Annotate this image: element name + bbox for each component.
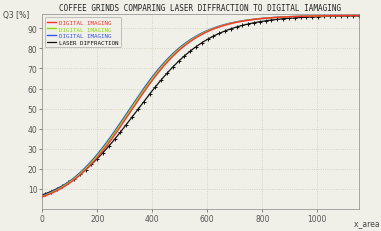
- DIGITAL IMAGING: [280, 17, 285, 19]
- DIGITAL IMAGING: [59, 185, 64, 188]
- Title: COFFEE GRINDS COMPARING LASER DIFFRACTION TO DIGITAL IAMAGING: COFFEE GRINDS COMPARING LASER DIFFRACTIO…: [59, 4, 341, 13]
- DIGITAL IMAGING: [280, 17, 285, 19]
- X-axis label: x_area [μm]: x_area [μm]: [354, 219, 381, 228]
- DIGITAL IMAGING: [280, 16, 285, 19]
- DIGITAL IMAGING: [40, 196, 45, 198]
- Line: DIGITAL IMAGING: DIGITAL IMAGING: [42, 16, 359, 197]
- DIGITAL IMAGING: [242, 20, 246, 23]
- LASER DIFFRACTION: [232, 27, 237, 30]
- Y-axis label: Q3 [%]: Q3 [%]: [3, 11, 30, 20]
- DIGITAL IMAGING: [224, 24, 228, 27]
- LASER DIFFRACTION: [59, 185, 64, 188]
- DIGITAL IMAGING: [40, 195, 45, 198]
- DIGITAL IMAGING: [40, 195, 45, 198]
- DIGITAL IMAGING: [59, 187, 64, 190]
- DIGITAL IMAGING: [224, 24, 228, 26]
- Line: LASER DIFFRACTION: LASER DIFFRACTION: [42, 17, 359, 195]
- DIGITAL IMAGING: [356, 15, 361, 18]
- DIGITAL IMAGING: [232, 22, 237, 25]
- Line: DIGITAL IMAGING: DIGITAL IMAGING: [42, 16, 359, 197]
- DIGITAL IMAGING: [232, 22, 237, 25]
- DIGITAL IMAGING: [242, 20, 246, 23]
- DIGITAL IMAGING: [312, 15, 317, 18]
- DIGITAL IMAGING: [356, 15, 361, 18]
- DIGITAL IMAGING: [312, 15, 317, 18]
- LASER DIFFRACTION: [356, 15, 361, 18]
- DIGITAL IMAGING: [356, 15, 361, 18]
- DIGITAL IMAGING: [232, 22, 237, 24]
- LASER DIFFRACTION: [40, 194, 45, 196]
- DIGITAL IMAGING: [59, 186, 64, 189]
- LASER DIFFRACTION: [224, 30, 228, 33]
- Legend: DIGITAL IMAGING, DIGITAL IMAGING, DIGITAL IMAGING, LASER DIFFRACTION: DIGITAL IMAGING, DIGITAL IMAGING, DIGITA…: [45, 18, 121, 48]
- DIGITAL IMAGING: [242, 21, 246, 23]
- DIGITAL IMAGING: [224, 24, 228, 27]
- Line: DIGITAL IMAGING: DIGITAL IMAGING: [42, 16, 359, 196]
- DIGITAL IMAGING: [312, 15, 317, 18]
- LASER DIFFRACTION: [280, 18, 285, 21]
- LASER DIFFRACTION: [242, 24, 246, 27]
- LASER DIFFRACTION: [312, 16, 317, 19]
